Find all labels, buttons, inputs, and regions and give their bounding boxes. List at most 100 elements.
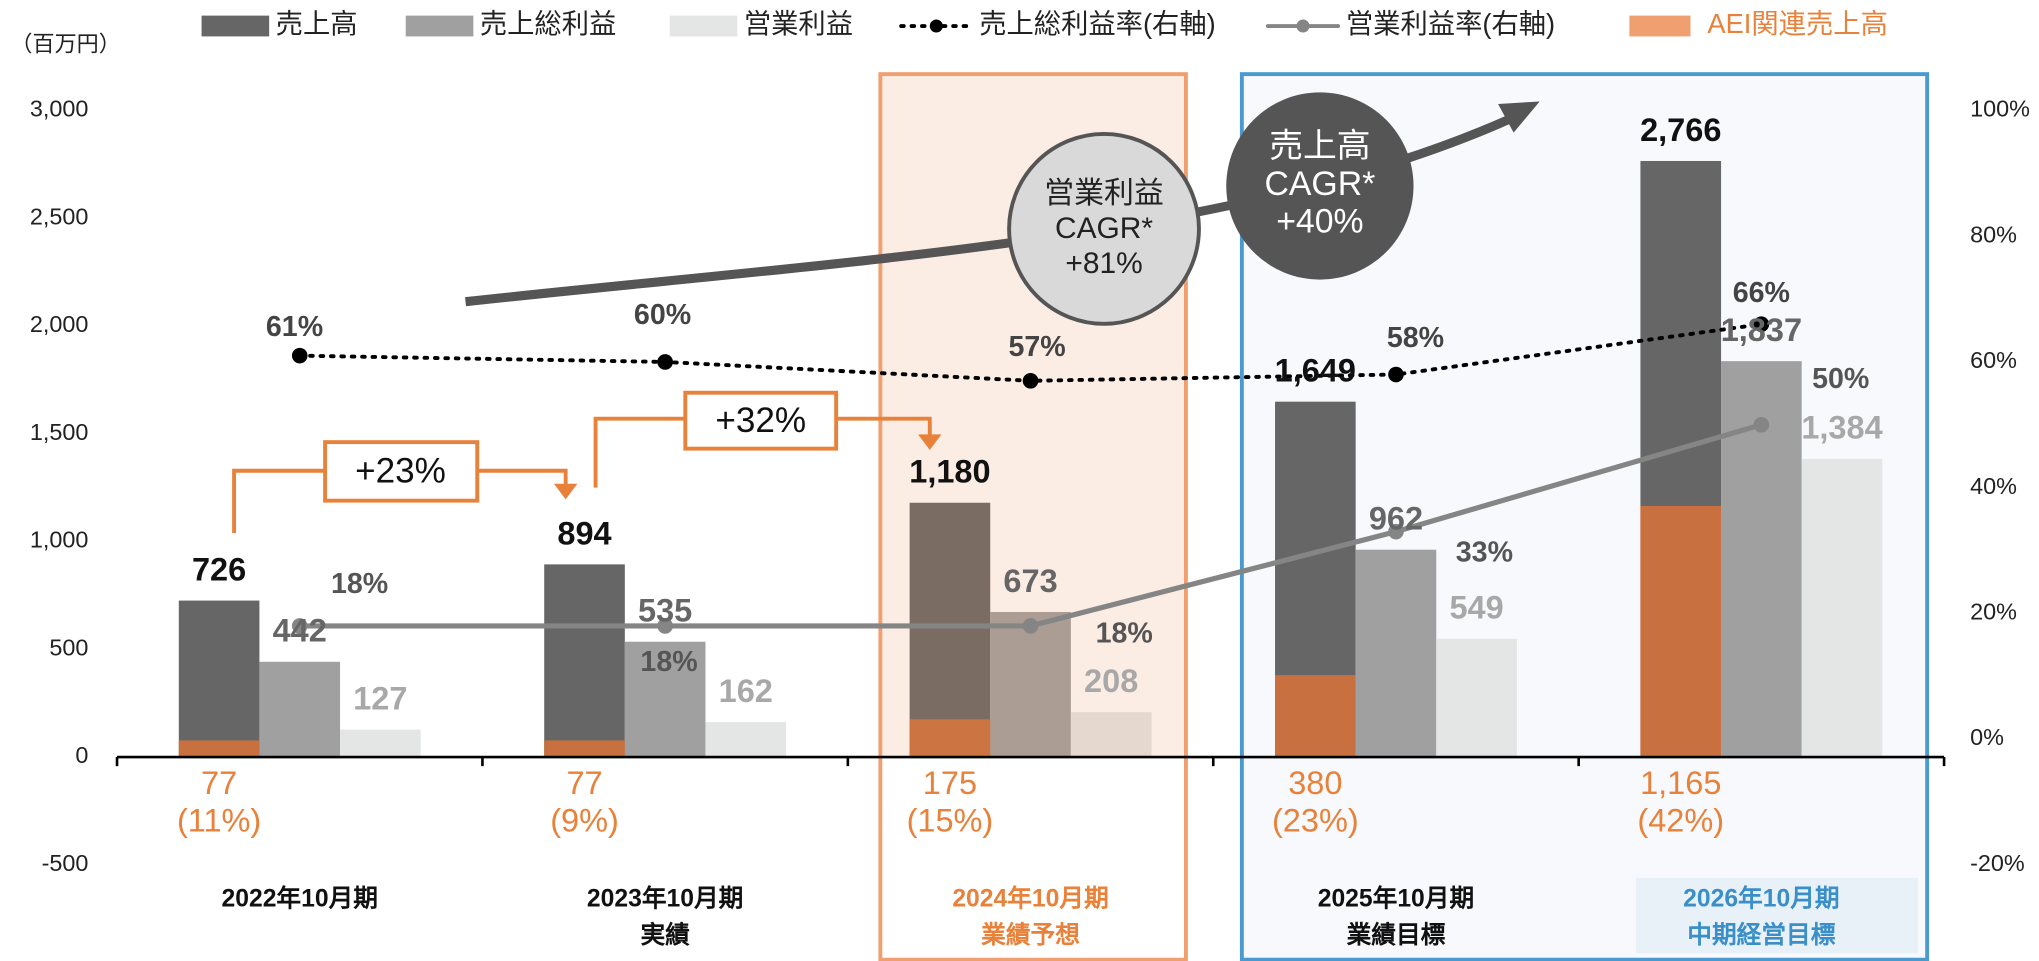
bar: [909, 502, 991, 758]
callout-text: +23%: [355, 452, 446, 491]
y-tick-label: 3,000: [30, 96, 89, 122]
callout-arrow: [553, 483, 578, 500]
bar: [340, 729, 421, 758]
legend-label: 売上総利益率(右軸): [979, 8, 1216, 39]
bar-label: 673: [1003, 563, 1057, 599]
cagr-text: +40%: [1276, 203, 1363, 241]
bar: [1275, 675, 1356, 758]
x-tick-label: 2025年10月期: [1318, 883, 1474, 912]
line-label: 18%: [331, 568, 388, 600]
bar-label: 1,649: [1275, 353, 1356, 389]
aei-label: 77: [566, 765, 602, 801]
foreground-layer: 726 894 1,180 1,649 2,766 442 535 673 962 1,837 12…: [177, 8, 1888, 949]
cagr-text: CAGR*: [1264, 165, 1375, 203]
marker: [291, 347, 308, 364]
x-tick-label: 2023年10月期: [587, 883, 743, 912]
marker: [1022, 618, 1039, 634]
bar-label: 1,180: [909, 454, 990, 490]
callout-box: [323, 440, 480, 503]
bar-label: 208: [1084, 663, 1138, 699]
legend-swatch: [669, 15, 738, 37]
bar: [1355, 549, 1437, 758]
bar: [544, 564, 625, 758]
cagr-arrowhead: [1498, 101, 1540, 133]
marker: [657, 354, 673, 370]
y-tick-label: 2,000: [30, 311, 89, 337]
aei-label: 1,165: [1640, 765, 1721, 801]
legend-swatch: [1629, 15, 1691, 37]
cagr-text: CAGR*: [1055, 212, 1153, 245]
bar: [1801, 458, 1883, 758]
callout-line: [232, 468, 568, 534]
x-tick-label: 2022年10月期: [222, 883, 378, 912]
callout-box: [683, 390, 839, 451]
bar: [259, 661, 341, 758]
y2-tick-label: -20%: [1970, 850, 2025, 876]
line-label: 60%: [634, 299, 691, 331]
bar-label: 1,384: [1801, 410, 1882, 446]
legend-label: 営業利益率(右軸): [1346, 8, 1555, 39]
cagr-text: 売上高: [1269, 127, 1370, 165]
bar-label: 162: [719, 673, 773, 709]
legend-label: 売上総利益: [480, 8, 616, 39]
bar-label: 549: [1449, 590, 1503, 626]
bar: [178, 740, 260, 758]
y2-tick-label: 20%: [1970, 599, 2017, 625]
target-box: [1239, 72, 1930, 961]
forecast-box: [878, 72, 1188, 961]
y2-tick-label: 80%: [1970, 221, 2017, 247]
aei-share-label: (9%): [550, 803, 619, 839]
y-tick-label: 2,500: [30, 203, 89, 229]
aei-share-label: (42%): [1637, 803, 1724, 839]
legend-marker: [929, 19, 943, 33]
marker: [1753, 316, 1770, 333]
marker: [291, 618, 308, 634]
y-tick-label: 500: [49, 634, 88, 660]
legend-marker: [1296, 19, 1310, 33]
y-tick-label: -500: [42, 850, 89, 876]
bar: [1640, 505, 1722, 758]
aei-share-label: (11%): [177, 803, 261, 839]
y2-tick-label: 100%: [1970, 96, 2030, 122]
x-tick-label: 2024年10月期: [952, 883, 1108, 912]
bar: [544, 740, 625, 758]
y-tick-label: 0: [75, 742, 88, 768]
aei-share-label: (23%): [1272, 803, 1359, 839]
marker: [657, 618, 673, 634]
marker: [1022, 373, 1039, 389]
x-tick-label: 中期経営目標: [1687, 920, 1835, 949]
bar-label: 894: [557, 515, 611, 551]
bar: [178, 600, 260, 758]
cagr-circle: [1226, 92, 1414, 280]
callout-text: +32%: [715, 401, 806, 440]
x-tick-label: 実績: [640, 920, 690, 949]
line-label: 18%: [640, 646, 697, 678]
line-label: 61%: [266, 311, 323, 343]
marker: [1388, 366, 1404, 383]
line-label: 57%: [1008, 331, 1065, 363]
bar-label: 2,766: [1640, 112, 1721, 148]
bar-label: 127: [353, 681, 407, 717]
y2-tick-label: 60%: [1970, 347, 2017, 373]
bar: [1070, 712, 1152, 758]
y-tick-label: 1,500: [30, 419, 89, 445]
bar: [624, 641, 706, 758]
bar-label: 535: [638, 593, 692, 629]
bar-label: 962: [1369, 501, 1423, 537]
aei-label: 175: [923, 765, 977, 801]
x-tick-label: 業績予想: [981, 920, 1080, 949]
line-label: 50%: [1812, 363, 1869, 395]
aei-share-label: (15%): [907, 803, 994, 839]
legend-label: AEI関連売上高: [1707, 8, 1887, 39]
aei-label: 77: [201, 765, 237, 801]
line-label: 66%: [1733, 277, 1790, 309]
cagr-text: +81%: [1065, 247, 1142, 280]
cagr-text: 営業利益: [1044, 177, 1164, 210]
legend-label: 営業利益: [744, 8, 853, 39]
x-tick-label: 2026年10月期: [1683, 883, 1839, 912]
label-background: [1635, 877, 1919, 954]
cagr-circle: [1007, 131, 1201, 326]
legend-swatch: [405, 15, 474, 37]
bar: [705, 722, 787, 758]
